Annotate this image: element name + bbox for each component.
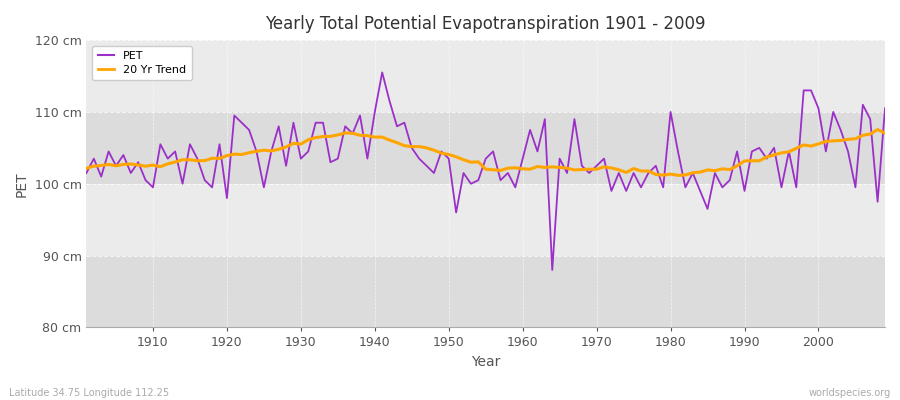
PET (518, 156, 528, 161)
Line: PET: PET (86, 72, 885, 270)
Text: worldspecies.org: worldspecies.org (809, 388, 891, 398)
PET (140, 178, 151, 182)
20 Yr Trend (872, 127, 883, 132)
Legend: PET, 20 Yr Trend: PET, 20 Yr Trend (92, 46, 192, 80)
20 Yr Trend (518, 166, 528, 171)
Y-axis label: PET: PET (15, 171, 29, 196)
20 Yr Trend (81, 166, 92, 171)
Line: 20 Yr Trend: 20 Yr Trend (86, 130, 885, 175)
20 Yr Trend (347, 131, 358, 136)
Title: Yearly Total Potential Evapotranspiration 1901 - 2009: Yearly Total Potential Evapotranspiratio… (266, 15, 706, 33)
PET (879, 106, 890, 111)
Bar (86, 112, 885, 184)
20 Yr Trend (302, 137, 313, 142)
20 Yr Trend (672, 173, 683, 178)
Bar (86, 184, 885, 256)
20 Yr Trend (606, 166, 616, 170)
20 Yr Trend (879, 131, 890, 136)
PET (525, 128, 535, 132)
PET (302, 149, 313, 154)
Bar (86, 256, 885, 328)
20 Yr Trend (140, 164, 151, 169)
20 Yr Trend (510, 165, 521, 170)
Text: Latitude 34.75 Longitude 112.25: Latitude 34.75 Longitude 112.25 (9, 388, 169, 398)
PET (347, 131, 358, 136)
PET (547, 268, 558, 272)
PET (81, 170, 92, 175)
PET (621, 188, 632, 193)
PET (377, 70, 388, 75)
X-axis label: Year: Year (471, 355, 500, 369)
Bar (86, 40, 885, 112)
